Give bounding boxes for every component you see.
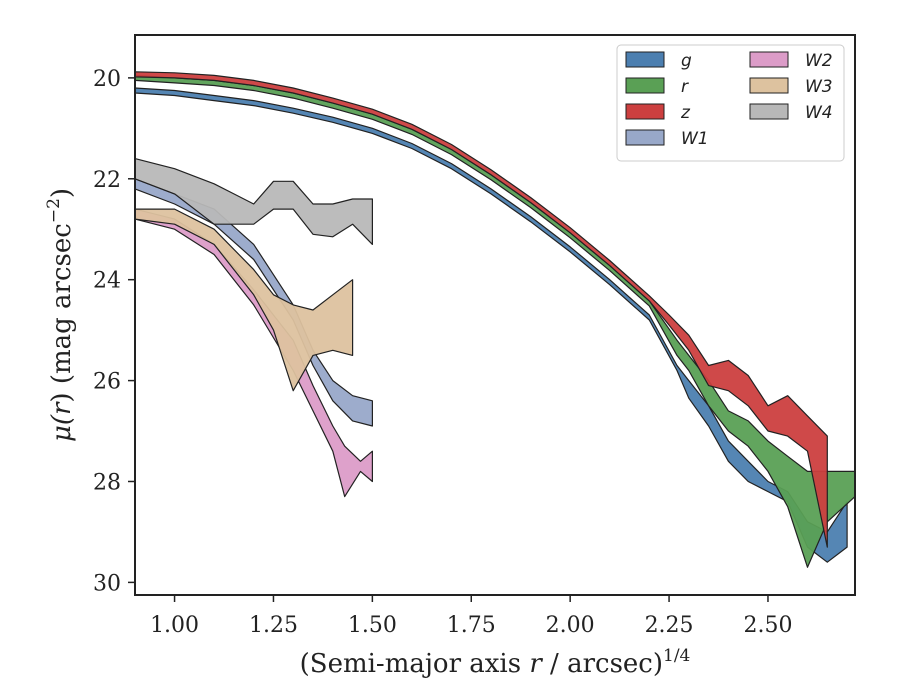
- x-axis-label: (Semi-major axis r / arcsec)1/4: [300, 646, 691, 679]
- legend-swatch-w2: [749, 51, 789, 68]
- x-tick-label: 1.00: [150, 613, 199, 638]
- band-z: [134, 71, 828, 548]
- legend-swatch-w1: [625, 129, 665, 146]
- x-tick-label: 2.50: [743, 613, 792, 638]
- profile-bands: [134, 71, 856, 568]
- legend-swatch-w4: [749, 103, 789, 120]
- legend-swatch-w3: [749, 77, 789, 94]
- legend-swatch-z: [625, 103, 665, 120]
- legend-box: [616, 44, 845, 162]
- band-w4: [134, 158, 373, 245]
- y-tick-label: 28: [93, 470, 121, 495]
- y-tick-label: 30: [93, 571, 121, 596]
- x-tick-label: 2.25: [645, 613, 694, 638]
- y-tick-label: 26: [93, 370, 121, 395]
- legend-swatch-r: [625, 77, 665, 94]
- x-tick-label: 2.00: [546, 613, 595, 638]
- legend-label-w2: W2: [805, 51, 833, 71]
- legend-label-w3: W3: [805, 77, 833, 97]
- y-axis-label: μ(r) (mag arcsec−2): [44, 188, 77, 442]
- legend-label-r: r: [681, 77, 689, 97]
- plot-frame: [134, 34, 856, 596]
- x-tick-label: 1.75: [447, 613, 496, 638]
- y-tick-label: 22: [93, 168, 121, 193]
- legend-swatch-g: [625, 51, 665, 68]
- x-tick-label: 1.25: [249, 613, 298, 638]
- band-g: [134, 87, 848, 563]
- band-w3: [134, 208, 354, 392]
- legend-label-g: g: [681, 51, 692, 71]
- y-tick-label: 20: [93, 67, 121, 92]
- legend-label-w1: W1: [681, 129, 709, 149]
- legend-label-z: z: [680, 103, 691, 123]
- legend: grz W1 W2 W3 W4: [616, 44, 845, 162]
- legend-label-w4: W4: [805, 103, 833, 123]
- y-tick-label: 24: [93, 269, 121, 294]
- axis-ticks: 1.00 1.25 1.50 1.75 2.00 2.25 2.50 20 22 24 26 28 30: [93, 67, 792, 638]
- x-tick-label: 1.50: [348, 613, 397, 638]
